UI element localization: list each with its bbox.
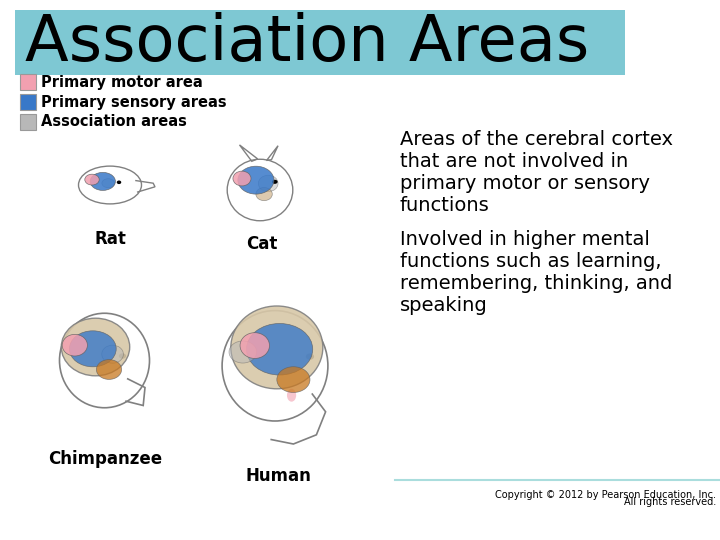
- FancyBboxPatch shape: [20, 94, 36, 110]
- Text: speaking: speaking: [400, 296, 487, 315]
- Text: that are not involved in: that are not involved in: [400, 152, 629, 171]
- Text: Association Areas: Association Areas: [25, 11, 589, 73]
- FancyBboxPatch shape: [20, 114, 36, 130]
- FancyBboxPatch shape: [15, 10, 625, 75]
- Ellipse shape: [287, 389, 296, 402]
- Ellipse shape: [238, 166, 274, 194]
- Text: All rights reserved.: All rights reserved.: [624, 497, 716, 507]
- Ellipse shape: [240, 333, 269, 359]
- Ellipse shape: [117, 180, 121, 184]
- Text: functions: functions: [400, 196, 490, 215]
- Text: Areas of the cerebral cortex: Areas of the cerebral cortex: [400, 130, 673, 149]
- Text: Copyright © 2012 by Pearson Education, Inc.: Copyright © 2012 by Pearson Education, I…: [495, 490, 716, 500]
- Ellipse shape: [231, 306, 323, 389]
- Ellipse shape: [256, 187, 272, 201]
- Ellipse shape: [246, 323, 312, 375]
- Ellipse shape: [61, 318, 130, 376]
- Ellipse shape: [233, 171, 251, 186]
- Ellipse shape: [306, 353, 314, 360]
- Ellipse shape: [62, 334, 87, 356]
- Text: Rat: Rat: [94, 230, 126, 248]
- FancyBboxPatch shape: [20, 74, 36, 90]
- Text: functions such as learning,: functions such as learning,: [400, 252, 662, 271]
- Ellipse shape: [85, 174, 99, 185]
- Text: Cat: Cat: [246, 235, 278, 253]
- Text: Primary sensory areas: Primary sensory areas: [41, 94, 227, 110]
- Ellipse shape: [258, 176, 278, 192]
- Ellipse shape: [102, 345, 123, 363]
- Ellipse shape: [119, 353, 126, 359]
- Text: Involved in higher mental: Involved in higher mental: [400, 230, 650, 249]
- Ellipse shape: [276, 367, 310, 393]
- Text: Chimpanzee: Chimpanzee: [48, 450, 162, 468]
- Ellipse shape: [69, 331, 116, 367]
- Text: primary motor or sensory: primary motor or sensory: [400, 174, 650, 193]
- Text: Association areas: Association areas: [41, 114, 187, 130]
- Ellipse shape: [272, 180, 278, 184]
- Text: remembering, thinking, and: remembering, thinking, and: [400, 274, 672, 293]
- Ellipse shape: [102, 179, 114, 188]
- Ellipse shape: [96, 360, 122, 380]
- Text: Human: Human: [245, 467, 311, 485]
- Ellipse shape: [90, 172, 115, 191]
- Ellipse shape: [229, 341, 256, 363]
- Text: Primary motor area: Primary motor area: [41, 75, 203, 90]
